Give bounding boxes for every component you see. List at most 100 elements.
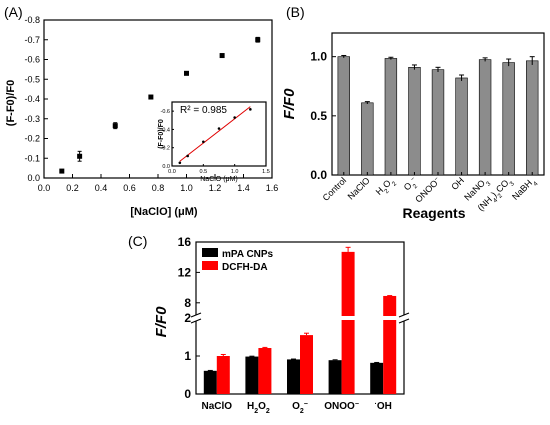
chart-c-xtick-label: ONOO−: [324, 401, 359, 413]
chart-a-xtick-label: 0.8: [152, 183, 165, 193]
chart-b-ytick-label: 0.0: [310, 168, 327, 182]
chart-a-xlabel: [NaClO] (μM): [130, 206, 198, 218]
chart-a-xtick-label: 0.2: [66, 183, 79, 193]
chart-c-xtick-label: O2−: [292, 401, 308, 415]
chart-a-point: [219, 53, 225, 59]
chart-b-bar: [384, 58, 398, 176]
chart-c-ytick-label: 12: [178, 265, 192, 279]
chart-b-ytick-label: 1.0: [310, 50, 327, 64]
inset-chart: 0.0 0.5 1.0 1.5 0.0 -0.2 -0.4 -0.6 R² = 0.985 N…: [158, 101, 270, 183]
chart-a-xtick-label: 0.6: [123, 183, 136, 193]
chart-a-ytick-label: -0.7: [24, 35, 40, 45]
inset-xtick-label: 0.0: [168, 169, 176, 175]
panel-label-b: (B): [286, 4, 305, 20]
chart-b-xtick-label: NaBH4: [510, 175, 539, 204]
chart-c-bar: [370, 362, 384, 394]
chart-a-xtick-label: 0.0: [38, 183, 51, 193]
inset-ytick-label: 0.0: [162, 164, 170, 170]
chart-c-xtick-label: H2O2: [247, 401, 270, 415]
axis-break-mark: [190, 318, 202, 324]
axis-break-gap: [192, 315, 200, 321]
chart-a-point: [184, 70, 189, 76]
chart-a-ytick-label: -0.2: [24, 134, 40, 144]
inset-xtick-label: 1.5: [262, 169, 270, 175]
chart-b-bar: [478, 59, 492, 176]
chart-a-ytick-label: 0.0: [27, 173, 40, 183]
chart-c-bar: [258, 348, 272, 394]
chart-c-bar: [203, 370, 217, 394]
chart-c-bar: [300, 335, 313, 394]
chart-a-xtick-label: 1.0: [180, 183, 193, 193]
chart-b-bar: [455, 77, 468, 176]
chart-c-bar: [328, 360, 342, 394]
inset-xtick-label: 1.0: [231, 169, 239, 175]
legend-label-mpa: mPA CNPs: [222, 249, 274, 260]
legend-swatch-mpa: [202, 248, 218, 257]
chart-a-point: [148, 94, 154, 100]
inset-ytick-label: -0.2: [161, 146, 170, 152]
chart-b-xtick-label: NaClO: [346, 175, 372, 201]
inset-fit-line: [179, 106, 251, 162]
inset-point: [233, 116, 236, 119]
chart-c-bar: [216, 356, 230, 394]
chart-c-ytick-label: 1: [184, 349, 191, 363]
chart-b-xtick-label: H2O2: [374, 175, 398, 199]
chart-a-ytick-label: -0.4: [24, 94, 40, 104]
legend-swatch-dcfh: [202, 261, 218, 270]
chart-b-bar: [431, 69, 445, 176]
axis-break-gap: [400, 315, 408, 321]
inset-ytick-label: -0.4: [161, 127, 170, 133]
chart-b-bar: [502, 62, 515, 176]
chart-c-bar-break: [382, 316, 398, 320]
inset-point: [186, 154, 189, 158]
inset-ytick-label: -0.6: [161, 109, 170, 115]
chart-a: 0.0 0.2 0.4 0.6 0.8 1.0 1.2 1.4 1.6 0.0 -0.1 -0.2 -0…: [5, 15, 278, 218]
inset-point: [202, 140, 205, 144]
axis-break-mark: [190, 312, 202, 318]
chart-a-ytick-label: -0.6: [24, 55, 40, 65]
legend-label-dcfh: DCFH-DA: [222, 262, 268, 273]
chart-a-xtick-label: 1.2: [209, 183, 222, 193]
chart-c-bar-break: [340, 316, 356, 320]
chart-c-bar: [287, 359, 300, 394]
chart-c-xtick-label: NaClO: [202, 401, 233, 412]
chart-c-ytick-label: 0: [184, 387, 191, 401]
inset-xtick-label: 0.5: [200, 169, 208, 175]
chart-a-point: [59, 168, 65, 174]
inset-point: [249, 108, 252, 111]
chart-c-ytick-label: 8: [184, 296, 191, 310]
chart-a-xtick-label: 0.4: [95, 183, 108, 193]
chart-b-xtick-label: OH: [449, 175, 466, 192]
chart-b-bar: [526, 60, 539, 176]
inset-frame: [171, 101, 267, 167]
inset-ylabel: (F-F0)/F0: [158, 119, 165, 149]
chart-b-bar: [337, 56, 350, 176]
chart-c-bar: [383, 295, 397, 394]
chart-b-bar: [408, 67, 421, 176]
chart-a-ytick-label: -0.1: [24, 153, 40, 163]
chart-c-ytick-label: 16: [178, 235, 192, 249]
chart-c-ylabel: F/F0: [153, 306, 170, 337]
chart-a-ytick-label: -0.8: [24, 15, 40, 25]
chart-c-bar: [245, 356, 259, 394]
chart-a-ytick-label: -0.5: [24, 74, 40, 84]
chart-b-ytick-label: 0.5: [310, 109, 327, 123]
chart-a-ytick-label: -0.3: [24, 114, 40, 124]
chart-c-bar: [341, 251, 355, 394]
chart-c-xtick-label: ·OH: [375, 401, 392, 413]
panel-label-a: (A): [4, 4, 23, 20]
chart-a-point: [112, 123, 118, 129]
axis-break-mark: [398, 312, 410, 318]
chart-a-point: [77, 153, 83, 159]
inset-xlabel: NaClO (μM): [200, 176, 237, 183]
inset-point: [178, 161, 182, 165]
legend: mPA CNPs DCFH-DA: [202, 248, 274, 273]
axis-break-mark: [398, 318, 410, 324]
chart-b-ylabel: F/F0: [281, 88, 298, 119]
chart-b-xtick-label: ONOO−: [413, 175, 443, 205]
chart-b-bar: [361, 102, 374, 176]
panel-label-c: (C): [128, 233, 147, 249]
